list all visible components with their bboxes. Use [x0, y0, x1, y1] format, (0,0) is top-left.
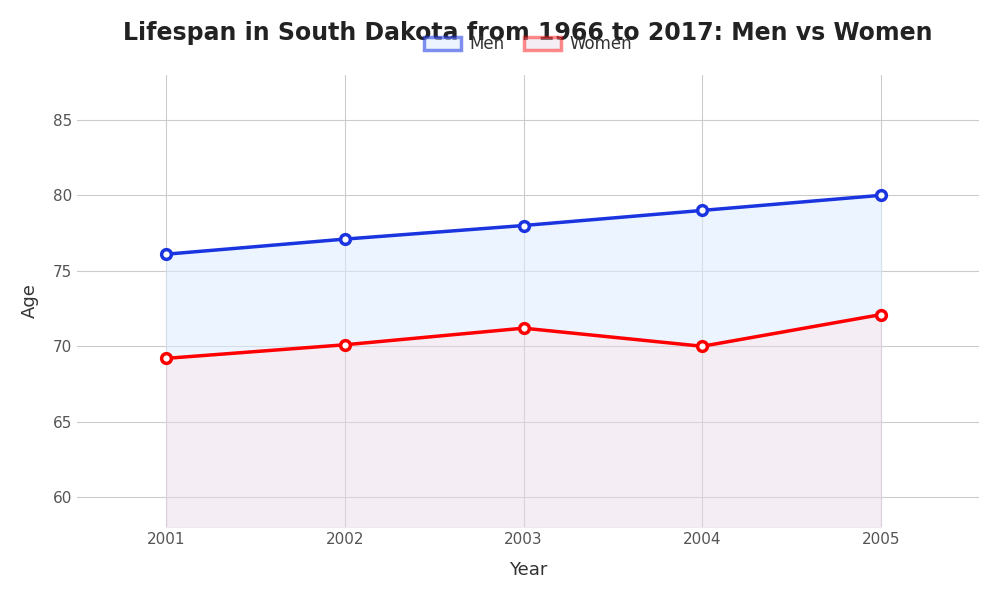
X-axis label: Year: Year [509, 561, 547, 579]
Y-axis label: Age: Age [21, 284, 39, 319]
Legend: Men, Women: Men, Women [418, 29, 639, 60]
Title: Lifespan in South Dakota from 1966 to 2017: Men vs Women: Lifespan in South Dakota from 1966 to 20… [123, 21, 933, 45]
